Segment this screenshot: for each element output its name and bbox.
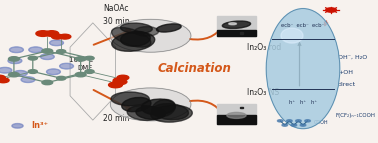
Circle shape — [0, 67, 12, 73]
Circle shape — [0, 78, 9, 83]
Text: In₂O₃ NS: In₂O₃ NS — [247, 89, 279, 97]
Text: ecb⁻  ecb⁻  ecb⁻: ecb⁻ ecb⁻ ecb⁻ — [281, 23, 325, 28]
Circle shape — [50, 40, 64, 46]
Circle shape — [113, 79, 127, 85]
Text: 30 min: 30 min — [103, 17, 130, 26]
Text: direct: direct — [338, 82, 356, 87]
Text: OH⁻, H₂O: OH⁻, H₂O — [338, 55, 367, 60]
Circle shape — [59, 34, 71, 39]
Text: NaOAc: NaOAc — [103, 4, 129, 13]
Text: h⁺   h⁺   h⁺: h⁺ h⁺ h⁺ — [289, 101, 317, 105]
FancyBboxPatch shape — [217, 104, 256, 124]
Ellipse shape — [135, 27, 159, 36]
Circle shape — [75, 57, 86, 61]
Circle shape — [9, 57, 19, 61]
Text: +OH: +OH — [338, 70, 353, 75]
FancyBboxPatch shape — [240, 32, 243, 34]
Ellipse shape — [227, 112, 246, 118]
Circle shape — [13, 70, 27, 76]
Ellipse shape — [222, 21, 251, 28]
Circle shape — [282, 124, 288, 126]
Circle shape — [113, 78, 125, 83]
Circle shape — [9, 72, 19, 77]
Ellipse shape — [151, 105, 192, 122]
Ellipse shape — [121, 31, 150, 46]
Ellipse shape — [112, 32, 155, 51]
Circle shape — [46, 69, 60, 75]
FancyBboxPatch shape — [217, 115, 256, 124]
FancyBboxPatch shape — [217, 16, 256, 36]
Circle shape — [117, 75, 129, 80]
Circle shape — [8, 58, 22, 64]
Circle shape — [305, 120, 310, 122]
Circle shape — [12, 124, 23, 128]
Circle shape — [300, 124, 306, 126]
Circle shape — [45, 31, 59, 36]
Circle shape — [108, 82, 122, 88]
Circle shape — [36, 31, 50, 36]
Circle shape — [51, 34, 63, 39]
Circle shape — [57, 76, 66, 80]
Circle shape — [9, 47, 23, 53]
FancyBboxPatch shape — [240, 107, 243, 108]
Text: 20 min: 20 min — [103, 114, 130, 123]
Circle shape — [85, 56, 94, 60]
Circle shape — [296, 120, 301, 122]
Circle shape — [29, 47, 43, 53]
Ellipse shape — [112, 27, 151, 47]
Circle shape — [0, 75, 5, 80]
Circle shape — [110, 19, 191, 52]
Ellipse shape — [281, 28, 303, 43]
Ellipse shape — [229, 23, 237, 25]
Ellipse shape — [122, 97, 151, 112]
Circle shape — [287, 120, 292, 122]
Text: COOH: COOH — [313, 121, 328, 125]
Circle shape — [28, 70, 37, 73]
Ellipse shape — [136, 106, 166, 119]
Ellipse shape — [152, 99, 175, 117]
FancyBboxPatch shape — [217, 30, 256, 36]
Text: In₂O₃ rod: In₂O₃ rod — [247, 43, 281, 52]
Circle shape — [57, 50, 66, 53]
Ellipse shape — [156, 24, 181, 32]
Ellipse shape — [141, 99, 175, 115]
Circle shape — [42, 80, 53, 85]
Circle shape — [75, 72, 86, 77]
Text: 100 °C
DMF: 100 °C DMF — [69, 57, 93, 71]
Text: In³⁺: In³⁺ — [31, 121, 48, 130]
Circle shape — [85, 70, 94, 73]
Circle shape — [326, 8, 336, 12]
Ellipse shape — [152, 104, 189, 120]
Circle shape — [21, 77, 35, 83]
Ellipse shape — [127, 106, 163, 120]
Circle shape — [28, 56, 37, 60]
Text: F(CF₂)ₙ₋₁COOH: F(CF₂)ₙ₋₁COOH — [336, 113, 376, 118]
Text: Calcination: Calcination — [158, 62, 231, 75]
Ellipse shape — [266, 9, 340, 129]
Ellipse shape — [121, 23, 152, 33]
Ellipse shape — [111, 92, 149, 106]
Circle shape — [60, 63, 73, 69]
Circle shape — [40, 54, 54, 59]
Circle shape — [277, 120, 283, 122]
Circle shape — [291, 124, 297, 126]
Circle shape — [110, 88, 191, 121]
Circle shape — [42, 49, 53, 53]
